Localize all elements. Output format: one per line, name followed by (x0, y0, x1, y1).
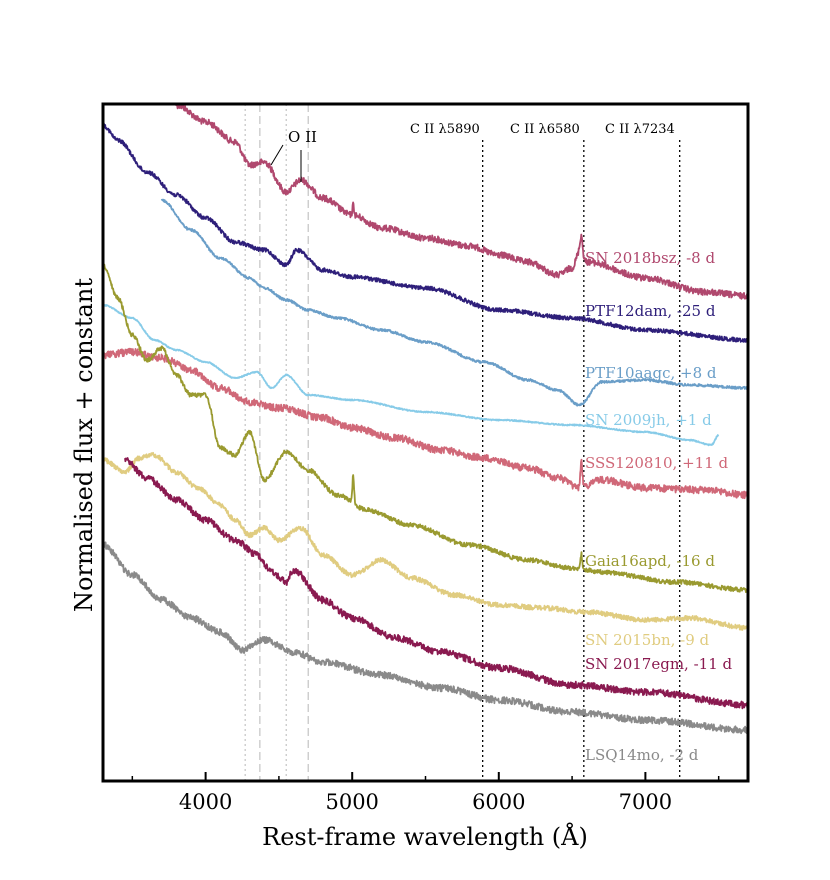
x-axis-title: Rest-frame wavelength (Å) (262, 822, 588, 851)
reference-line-label: C II λ5890 (410, 122, 480, 137)
series-label: Gaia16apd, -16 d (585, 552, 715, 570)
plot-frame (101, 102, 750, 783)
y-axis-title: Normalised flux + constant (70, 278, 98, 612)
series-label: PTF12dam, -25 d (585, 302, 716, 320)
x-tick-label: 7000 (619, 790, 672, 814)
series-label: SN 2009jh, +1 d (585, 411, 712, 429)
series-line (103, 303, 720, 447)
spectra-series (103, 104, 748, 735)
oii-label: O II (288, 128, 317, 146)
series-label: SN 2018bsz, -8 d (585, 249, 715, 267)
reference-line-label: C II λ7234 (605, 122, 675, 137)
series-line (103, 122, 748, 343)
series-labels: SN 2018bsz, -8 d PTF12dam, -25 d PTF10aagc… (585, 249, 733, 764)
series-label: LSQ14mo, -2 d (585, 746, 699, 764)
series-line (175, 104, 748, 300)
series-label: PTF10aagc, +8 d (585, 364, 717, 382)
series-label: SN 2015bn, -9 d (585, 631, 710, 649)
series-line (103, 451, 748, 631)
reference-lines: C II λ5890 C II λ6580 C II λ7234 (244, 104, 681, 781)
series-label: SN 2017egm, -11 d (585, 655, 733, 673)
series-label: SSS120810, +11 d (585, 454, 729, 472)
x-axis: 4000 5000 6000 7000 (131, 772, 720, 814)
series-line (103, 263, 748, 593)
annotations: O II (270, 128, 317, 182)
reference-line-label: C II λ6580 (510, 122, 580, 137)
x-tick-label: 6000 (472, 790, 525, 814)
series-line (103, 541, 748, 735)
series-line (124, 457, 748, 710)
oii-leader-left (270, 144, 284, 166)
x-tick-label: 5000 (325, 790, 378, 814)
x-tick-label: 4000 (179, 790, 232, 814)
series-line (160, 198, 748, 407)
series-line (103, 347, 748, 500)
